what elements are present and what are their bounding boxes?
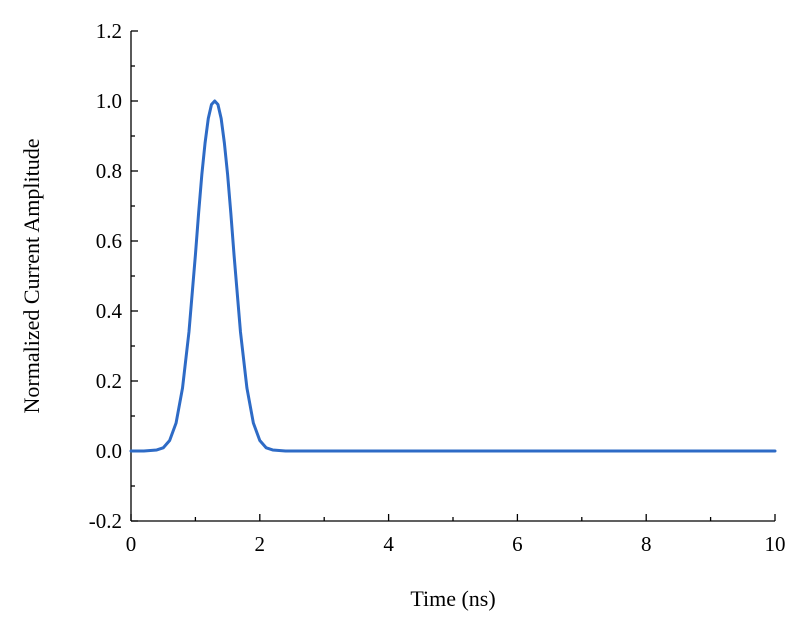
y-ticks: -0.2 0.0 0.2 0.4 0.6 0.8 1.0 1.2 xyxy=(89,19,138,533)
x-tick-label: 6 xyxy=(512,532,523,556)
x-tick-label: 2 xyxy=(255,532,266,556)
x-axis-title: Time (ns) xyxy=(410,586,495,611)
x-tick-label: 8 xyxy=(641,532,652,556)
y-tick-label: 1.0 xyxy=(96,89,122,113)
y-tick-label: 0.6 xyxy=(96,229,122,253)
series-line xyxy=(129,99,777,453)
x-tick-label: 10 xyxy=(765,532,786,556)
axes xyxy=(130,31,775,522)
y-tick-label: 0.4 xyxy=(96,299,123,323)
y-tick-label: -0.2 xyxy=(89,509,122,533)
y-tick-label: 0.2 xyxy=(96,369,122,393)
y-tick-label: 1.2 xyxy=(96,19,122,43)
y-tick-label: 0.8 xyxy=(96,159,122,183)
x-tick-label: 4 xyxy=(383,532,394,556)
series-layer xyxy=(129,99,777,453)
y-tick-label: 0.0 xyxy=(96,439,122,463)
x-tick-label: 0 xyxy=(126,532,137,556)
x-ticks: 0 2 4 6 8 10 xyxy=(126,514,786,556)
y-axis-title: Normalized Current Amplitude xyxy=(19,139,44,414)
